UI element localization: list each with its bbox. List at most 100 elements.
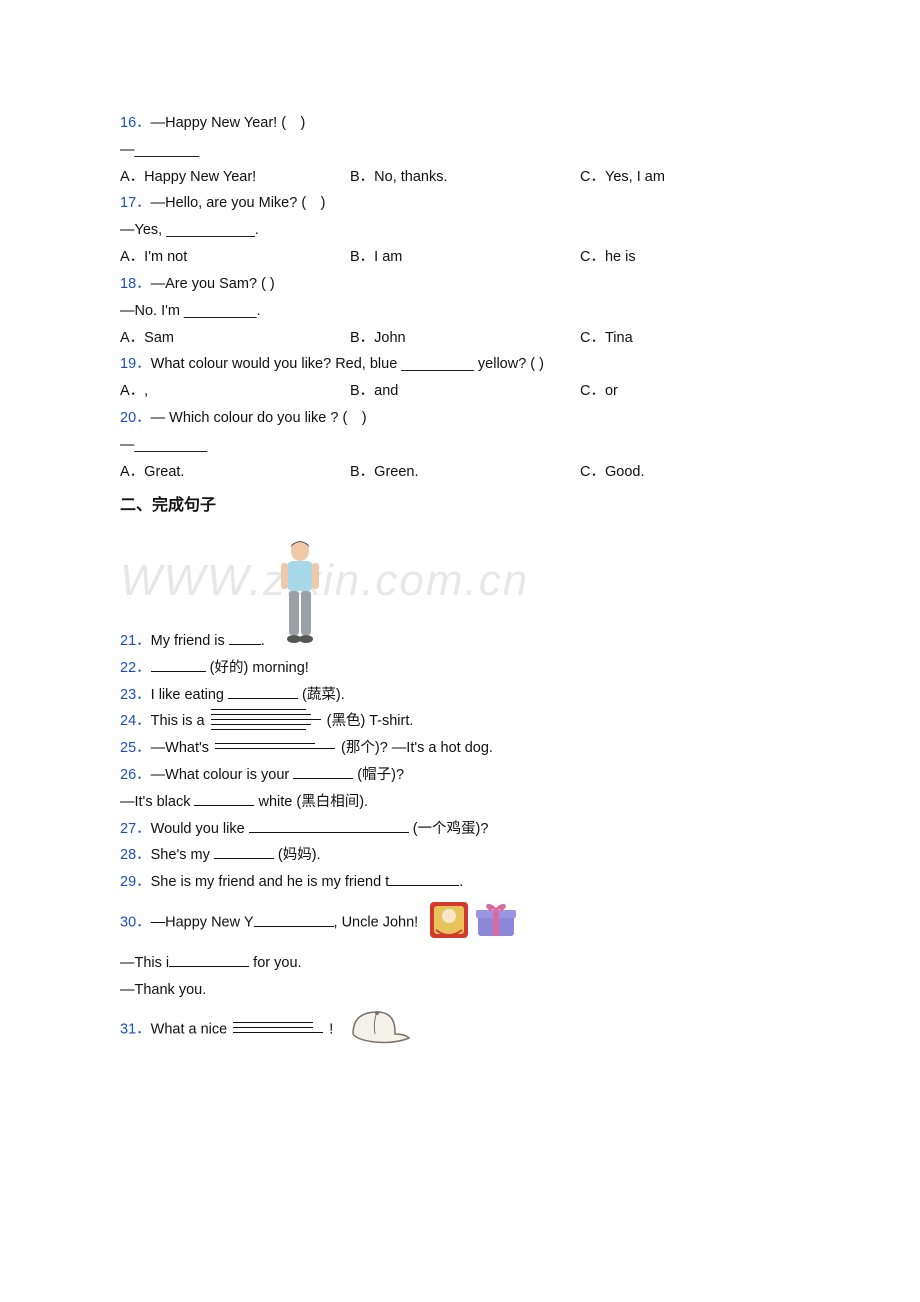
q29-post: .	[459, 874, 463, 890]
q19-prompt1: What colour would you like? Red, blue __…	[151, 356, 544, 372]
q17-choices: A．I'm not B．I am C．he is	[120, 244, 800, 271]
q27-hint: (一个鸡蛋)?	[409, 821, 489, 837]
q23-num: 23．	[120, 687, 151, 703]
q17-line2: —Yes, ___________.	[120, 217, 800, 244]
q25-line: 25．—What's (那个)? —It's a hot dog.	[120, 735, 800, 762]
q18-num: 18．	[120, 276, 151, 292]
q16-line1: 16．—Happy New Year! ( )	[120, 110, 800, 137]
q25-num: 25．	[120, 740, 151, 756]
q16-choice-a: A．Happy New Year!	[120, 164, 350, 191]
q18-line1: 18．—Are you Sam? ( )	[120, 271, 800, 298]
giftbox-icon	[474, 900, 518, 940]
section2-title: 二、完成句子	[120, 491, 800, 521]
q22-blank	[151, 658, 206, 672]
q31-stacked-blank	[233, 1022, 323, 1037]
q25-stacked-blank	[215, 743, 335, 753]
q20-choice-b: B．Green.	[350, 459, 580, 486]
cap-icon	[343, 1004, 413, 1056]
fortune-icon	[428, 896, 470, 940]
q18-choice-b: B．John	[350, 325, 580, 352]
q26-l2hint: white (黑白相间).	[254, 794, 368, 810]
q16-choice-b: B．No, thanks.	[350, 164, 580, 191]
q27-blank	[249, 819, 409, 833]
q24-stacked-blank	[211, 709, 321, 734]
q17-choice-a: A．I'm not	[120, 244, 350, 271]
q23-pre: I like eating	[151, 687, 228, 703]
q18-choices: A．Sam B．John C．Tina	[120, 325, 800, 352]
q30-num: 30．	[120, 915, 151, 931]
q24-pre: This is a	[151, 713, 209, 729]
q21-pre: My friend is	[151, 633, 229, 649]
q19-choice-a: A．,	[120, 378, 350, 405]
q22-num: 22．	[120, 660, 151, 676]
q26-l2pre: —It's black	[120, 794, 194, 810]
q31-pre: What a nice	[151, 1021, 232, 1037]
q20-choice-c: C．Good.	[580, 459, 644, 486]
q30-blank2	[169, 953, 249, 967]
q19-line1: 19．What colour would you like? Red, blue…	[120, 351, 800, 378]
q29-line: 29．She is my friend and he is my friend …	[120, 869, 800, 896]
q20-num: 20．	[120, 410, 151, 426]
q20-line2: —_________	[120, 432, 800, 459]
q28-hint: (妈妈).	[274, 847, 321, 863]
q18-prompt1: —Are you Sam? ( )	[151, 276, 275, 292]
q29-pre: She is my friend and he is my friend t	[151, 874, 390, 890]
q30-line3: —Thank you.	[120, 977, 800, 1004]
q23-line: 23．I like eating (蔬菜).	[120, 682, 800, 709]
q27-pre: Would you like	[151, 821, 249, 837]
q26-l1hint: (帽子)?	[353, 767, 404, 783]
q24-num: 24．	[120, 713, 151, 729]
q30-blank1	[254, 913, 334, 927]
q26-l1pre: —What colour is your	[151, 767, 294, 783]
q23-blank	[228, 685, 298, 699]
q31-line: 31．What a nice !	[120, 1004, 800, 1056]
q30-l2post: for you.	[249, 955, 301, 971]
q21-blank	[229, 631, 261, 645]
q19-num: 19．	[120, 356, 151, 372]
q25-pre: —What's	[151, 740, 213, 756]
q30-line1: 30．—Happy New Y , Uncle John!	[120, 896, 800, 950]
newyear-icons	[428, 896, 518, 950]
q31-post: !	[325, 1021, 333, 1037]
man-icon	[273, 537, 327, 657]
q20-prompt1: — Which colour do you like ? ( )	[151, 410, 367, 426]
q18-choice-c: C．Tina	[580, 325, 633, 352]
q17-num: 17．	[120, 195, 151, 211]
q26-line2: —It's black white (黑白相间).	[120, 789, 800, 816]
q21-line: 21．My friend is .	[120, 537, 800, 655]
q26-line1: 26．—What colour is your (帽子)?	[120, 762, 800, 789]
q27-num: 27．	[120, 821, 151, 837]
q21-num: 21．	[120, 633, 151, 649]
q17-prompt1: —Hello, are you Mike? ( )	[151, 195, 326, 211]
q30-l1post: , Uncle John!	[334, 915, 419, 931]
q22-hint: (好的)	[210, 660, 249, 676]
q16-choice-c: C．Yes, I am	[580, 164, 665, 191]
q29-num: 29．	[120, 874, 151, 890]
q18-choice-a: A．Sam	[120, 325, 350, 352]
q22-post: morning!	[248, 660, 308, 676]
q16-line2: —________	[120, 137, 800, 164]
q18-line2: —No. I'm _________.	[120, 298, 800, 325]
q16-choices: A．Happy New Year! B．No, thanks. C．Yes, I…	[120, 164, 800, 191]
q26-blank2	[194, 792, 254, 806]
q20-line1: 20．— Which colour do you like ? ( )	[120, 405, 800, 432]
q19-choice-b: B．and	[350, 378, 580, 405]
q20-choice-a: A．Great.	[120, 459, 350, 486]
q30-l1pre: —Happy New Y	[151, 915, 254, 931]
q22-line: 22． (好的) morning!	[120, 655, 800, 682]
q17-choice-c: C．he is	[580, 244, 636, 271]
q31-num: 31．	[120, 1021, 151, 1037]
q27-line: 27．Would you like (一个鸡蛋)?	[120, 816, 800, 843]
q17-choice-b: B．I am	[350, 244, 580, 271]
q21-post: .	[261, 633, 265, 649]
q26-blank1	[293, 765, 353, 779]
q23-hint: (蔬菜).	[298, 687, 345, 703]
q29-blank	[389, 872, 459, 886]
q28-num: 28．	[120, 847, 151, 863]
q30-line2: —This i for you.	[120, 950, 800, 977]
q19-choice-c: C．or	[580, 378, 618, 405]
q24-hint: (黑色) T-shirt.	[323, 713, 414, 729]
q26-num: 26．	[120, 767, 151, 783]
q17-line1: 17．—Hello, are you Mike? ( )	[120, 190, 800, 217]
q16-prompt1: —Happy New Year! ( )	[151, 115, 306, 131]
